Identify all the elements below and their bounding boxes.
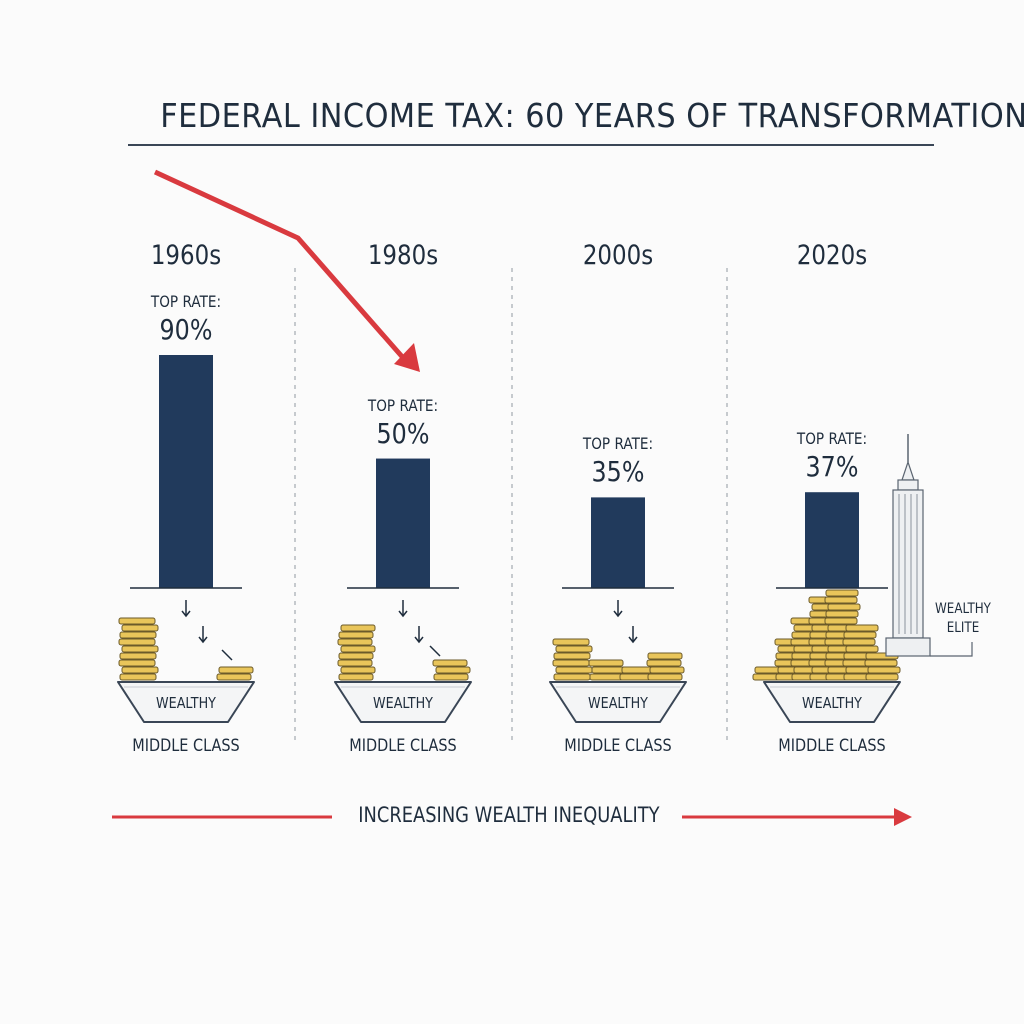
chart-title: FEDERAL INCOME TAX: 60 YEARS OF TRANSFOR…	[160, 96, 1024, 135]
down-arrow-icon	[628, 626, 638, 644]
period-label: 2000s	[582, 240, 654, 271]
bar	[805, 492, 859, 588]
bowl-icon	[549, 681, 687, 723]
period-label: 1980s	[367, 240, 439, 271]
down-arrow-icon	[198, 626, 208, 644]
rate-value: 50%	[376, 416, 430, 450]
rate-label: TOP RATE:	[367, 395, 439, 415]
bowl-label: WEALTHY	[802, 694, 862, 712]
bowl-icon	[334, 681, 472, 723]
class-label: MIDDLE CLASS	[564, 736, 672, 756]
coin-stack-icon	[864, 652, 901, 681]
trend-annotation: INCREASING WEALTH INEQUALITY	[358, 803, 660, 827]
skyscraper-icon	[885, 434, 931, 657]
rate-value: 35%	[591, 455, 645, 489]
coin-stack-icon	[790, 617, 827, 681]
decline-line	[153, 169, 407, 362]
title-rule	[128, 144, 934, 146]
elite-bracket	[930, 642, 973, 657]
period-label: 1960s	[150, 240, 222, 271]
trend-arrow-icon	[894, 808, 912, 826]
down-arrow-icon	[414, 626, 424, 644]
bar	[159, 355, 213, 588]
bowl-icon	[117, 681, 255, 723]
down-arrow-icon	[613, 600, 623, 618]
coin-stack-icon	[337, 624, 376, 681]
connector-line	[429, 645, 441, 657]
coin-stack-icon	[588, 659, 627, 681]
bowl-label: WEALTHY	[373, 694, 433, 712]
rate-label: TOP RATE:	[150, 292, 222, 311]
elite-label: WEALTHY ELITE	[929, 600, 997, 638]
class-label: MIDDLE CLASS	[778, 736, 886, 756]
coin-stack-icon	[752, 666, 786, 681]
bar	[591, 497, 645, 588]
class-label: MIDDLE CLASS	[349, 736, 457, 756]
period-label: 2020s	[796, 240, 868, 271]
coin-stack-icon	[118, 617, 159, 681]
rate-value: 37%	[805, 450, 859, 484]
class-label: MIDDLE CLASS	[132, 736, 240, 756]
elite-label-line: WEALTHY	[935, 601, 991, 617]
coin-stack-icon	[646, 652, 685, 681]
bar	[376, 458, 430, 588]
rate-label: TOP RATE:	[582, 434, 654, 454]
bowl-label: WEALTHY	[156, 694, 216, 712]
coin-stack-icon	[552, 638, 593, 681]
bowl-icon	[763, 681, 901, 723]
rate-label: TOP RATE:	[796, 429, 868, 449]
coin-stack-icon	[216, 666, 254, 681]
elite-label-line: ELITE	[946, 620, 980, 636]
connector-line	[221, 649, 233, 661]
down-arrow-icon	[181, 600, 191, 618]
rate-value: 90%	[159, 313, 213, 346]
decline-arrow-icon	[394, 343, 420, 372]
coin-stack-icon	[432, 659, 471, 681]
bowl-label: WEALTHY	[588, 694, 648, 712]
down-arrow-icon	[398, 600, 408, 618]
